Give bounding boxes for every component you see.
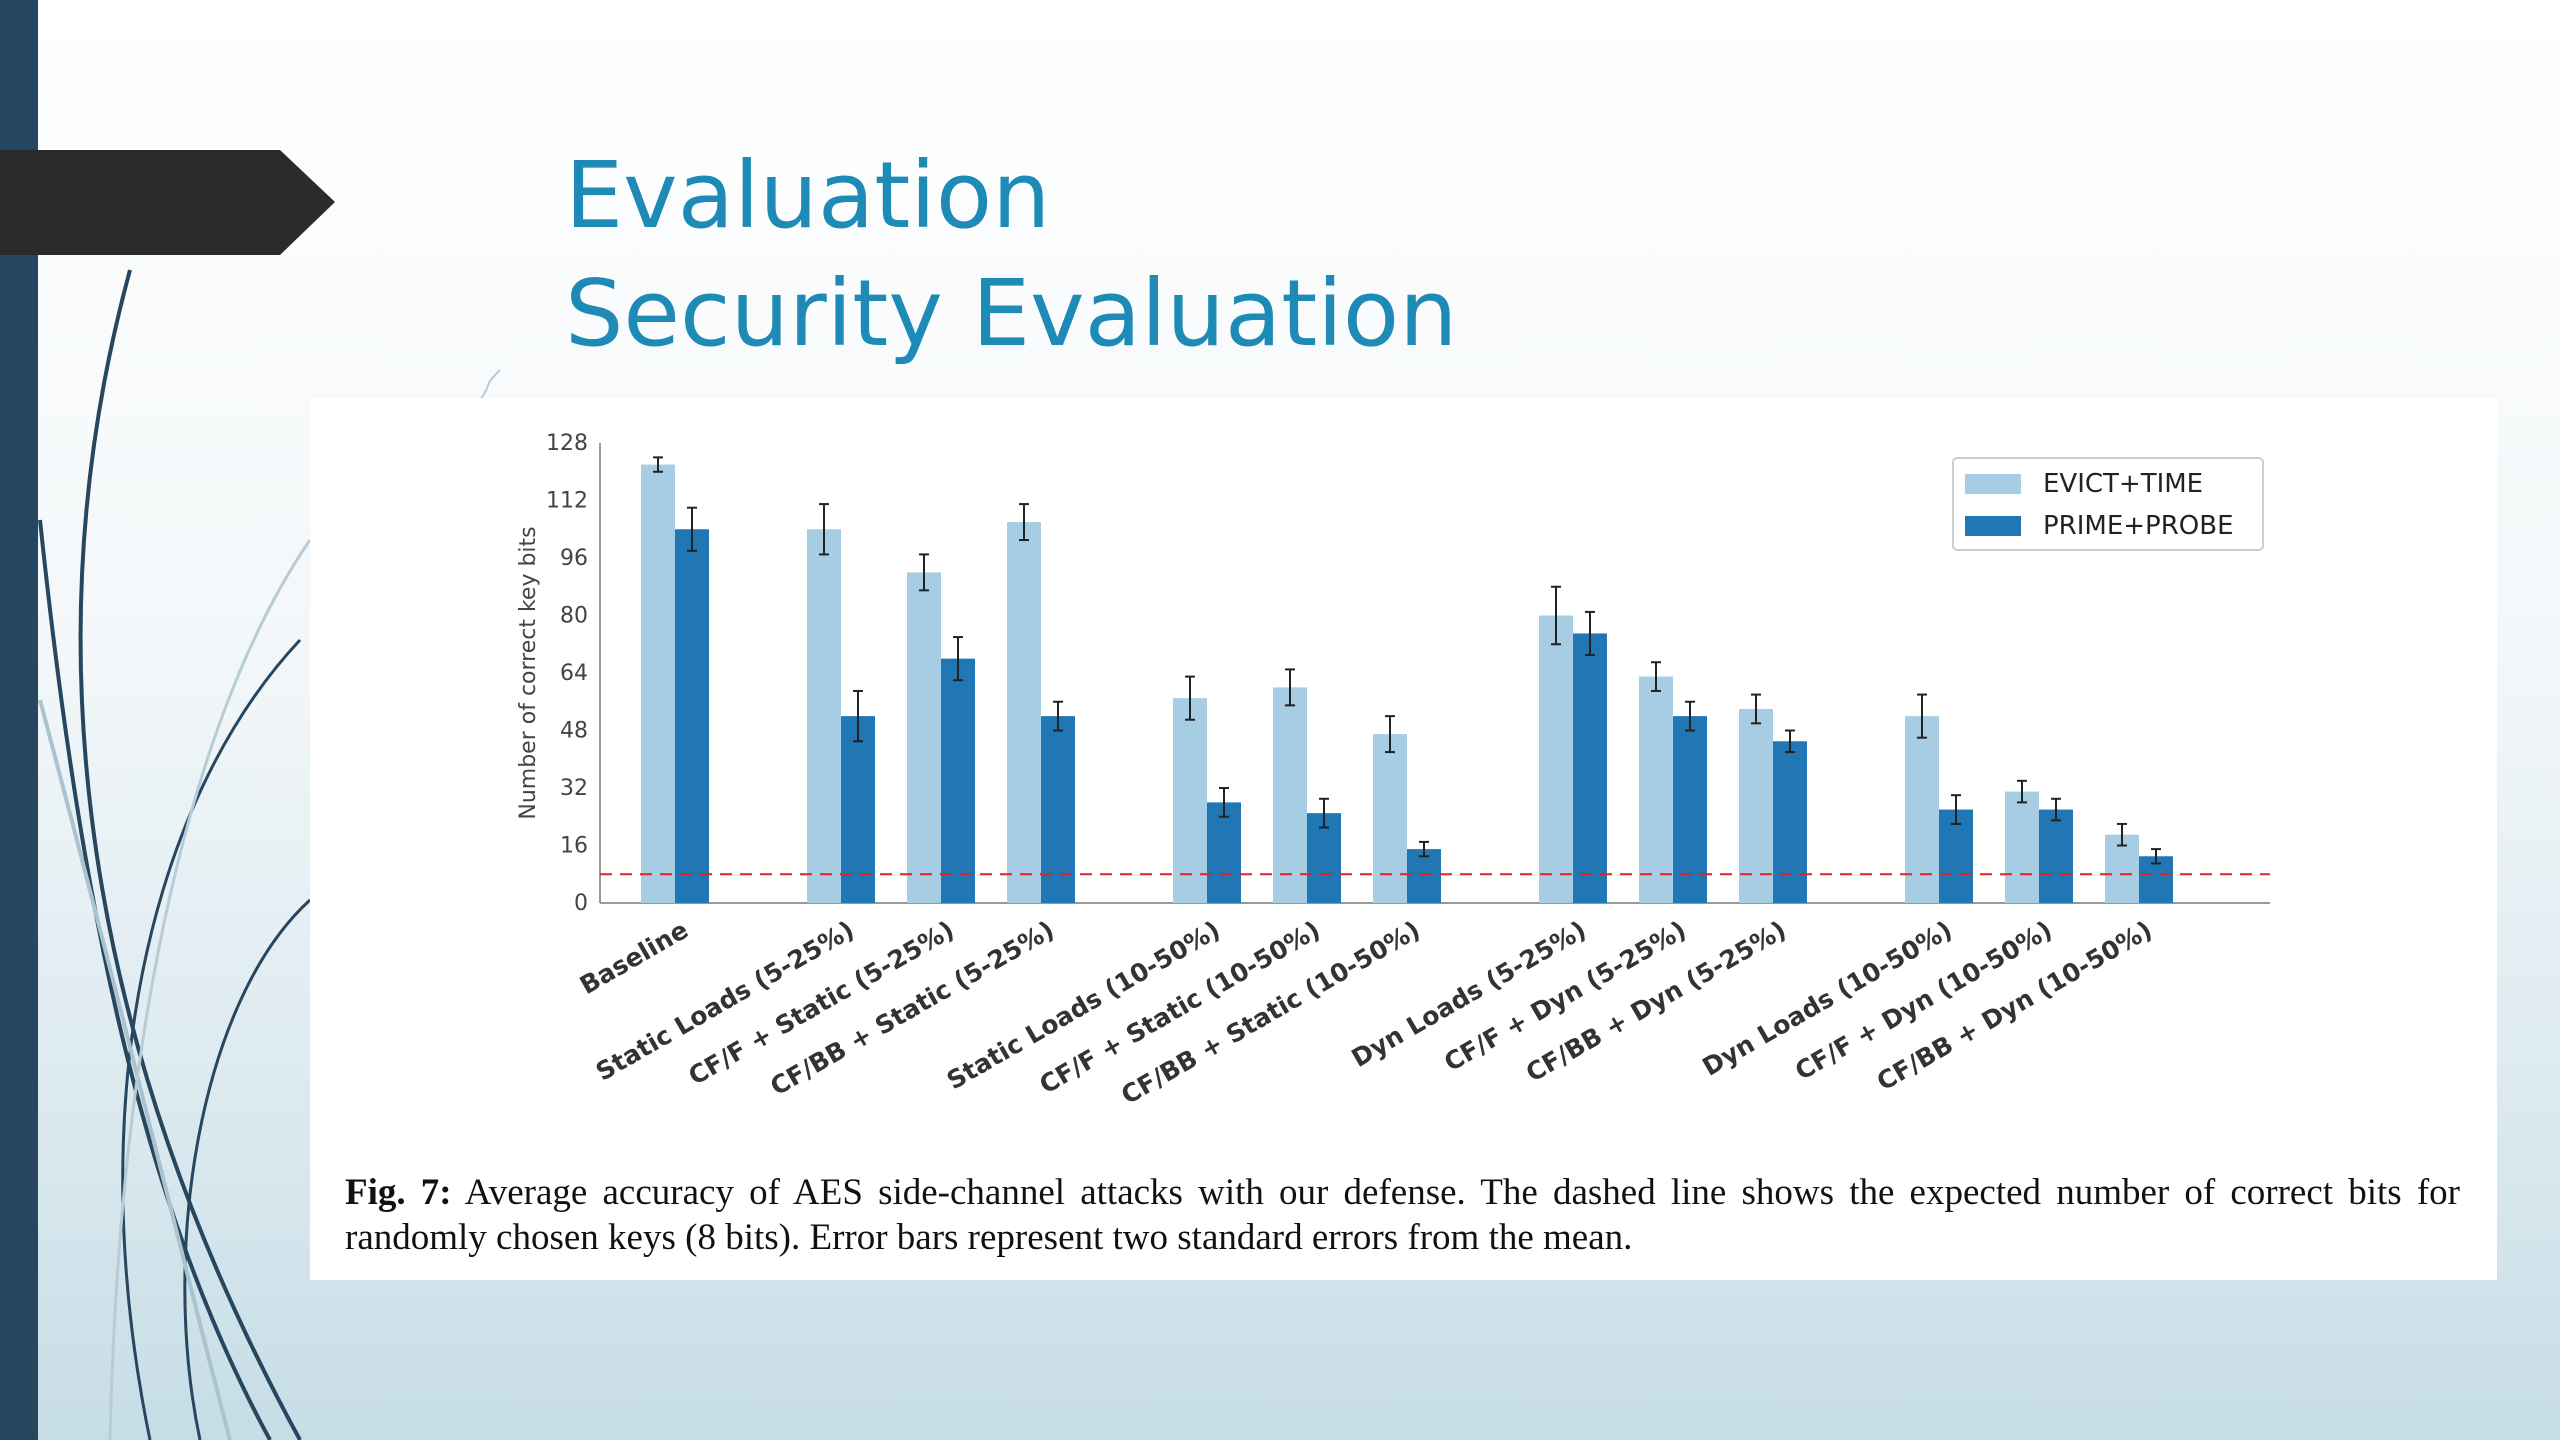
bar-prime-probe <box>1041 716 1075 903</box>
bar-prime-probe <box>1407 849 1441 903</box>
y-tick-label: 64 <box>560 661 588 686</box>
bar-series <box>641 456 2173 903</box>
bar-evict-time <box>1273 687 1307 903</box>
bar-prime-probe <box>1573 633 1607 903</box>
y-tick-label: 128 <box>546 431 588 456</box>
bar-evict-time <box>1905 716 1939 903</box>
legend-box <box>1952 457 2264 551</box>
bar-evict-time <box>1007 522 1041 903</box>
bar-evict-time <box>1173 698 1207 903</box>
y-tick-label: 96 <box>560 546 588 571</box>
bar-prime-probe <box>941 658 975 903</box>
bar-prime-probe <box>841 716 875 903</box>
bar-evict-time <box>641 464 675 903</box>
chart-legend: EVICT+TIME PRIME+PROBE <box>1952 457 2264 551</box>
y-tick-label: 16 <box>560 834 588 859</box>
slide-subtitle: Security Evaluation <box>565 260 1458 367</box>
figure-panel: 0 16 32 48 64 80 96 112 128 Number of correct key… <box>310 398 2497 1280</box>
bar-chart: 0 16 32 48 64 80 96 112 128 Number of correct key… <box>516 431 2270 1110</box>
legend-label: EVICT+TIME <box>2043 469 2203 499</box>
bar-evict-time <box>1639 676 1673 903</box>
y-tick-label: 80 <box>560 604 588 629</box>
y-axis: 0 16 32 48 64 80 96 112 128 Number of correct key… <box>516 431 601 916</box>
bar-evict-time <box>1539 615 1573 903</box>
bar-prime-probe <box>1207 802 1241 903</box>
slide-title: Evaluation <box>565 142 1051 249</box>
bar-prime-probe <box>1939 809 1973 903</box>
bar-evict-time <box>2005 791 2039 903</box>
title-marker-arrow <box>0 150 335 255</box>
bar-prime-probe <box>1773 741 1807 903</box>
figure-caption: Fig. 7: Average accuracy of AES side-cha… <box>345 1170 2460 1260</box>
bar-evict-time <box>807 529 841 903</box>
legend-swatch <box>1965 474 2021 494</box>
y-tick-label: 32 <box>560 776 588 801</box>
legend-label: PRIME+PROBE <box>2043 511 2234 541</box>
figure-label: Fig. 7: <box>345 1172 452 1213</box>
bar-prime-probe <box>1673 716 1707 903</box>
bar-evict-time <box>907 572 941 903</box>
bar-evict-time <box>1739 708 1773 903</box>
y-tick-label: 48 <box>560 719 588 744</box>
legend-swatch <box>1965 516 2021 536</box>
bar-evict-time <box>1373 734 1407 903</box>
y-tick-label: 0 <box>574 891 588 916</box>
y-tick-label: 112 <box>546 489 588 514</box>
y-axis-label: Number of correct key bits <box>516 526 541 819</box>
x-tick-label: Baseline <box>575 915 693 1000</box>
bar-prime-probe <box>2039 809 2073 903</box>
caption-text: Average accuracy of AES side-channel att… <box>345 1172 2460 1258</box>
bar-prime-probe <box>675 529 709 903</box>
